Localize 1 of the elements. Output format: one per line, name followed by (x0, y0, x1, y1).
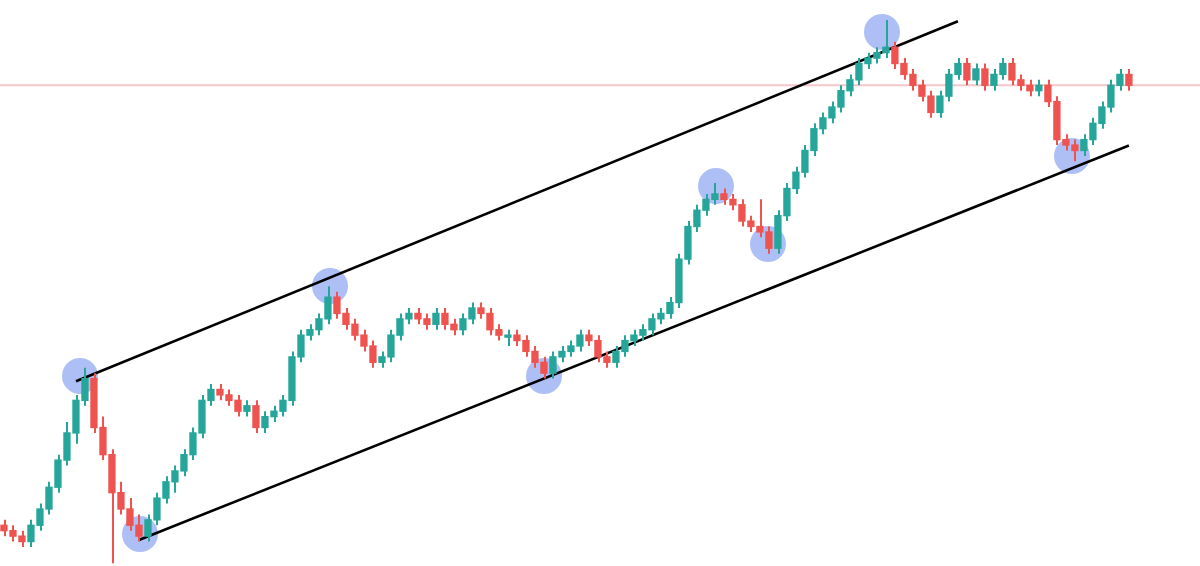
candlestick (504, 328, 512, 348)
